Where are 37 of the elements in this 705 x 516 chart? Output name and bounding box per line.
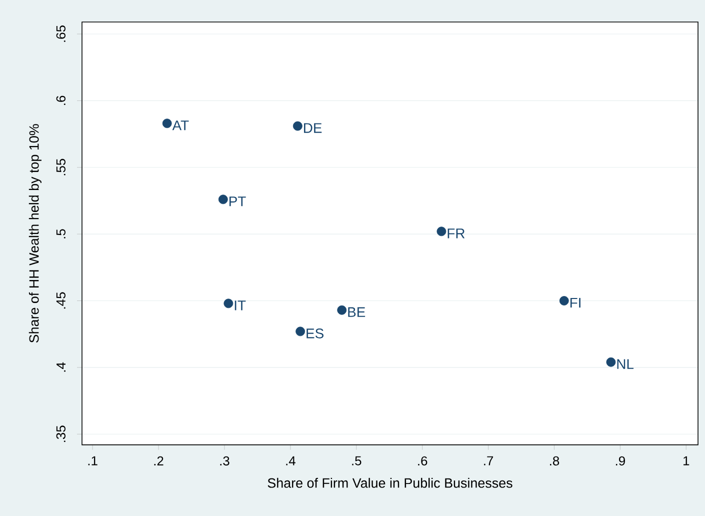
- x-tick-label: .9: [616, 456, 625, 466]
- point: [162, 118, 172, 128]
- point: [606, 357, 616, 367]
- annotation: FI: [570, 298, 580, 308]
- point: [337, 305, 347, 315]
- y-axis-title: Share of HH Wealth held by top 10%: [28, 124, 42, 343]
- x-tick-label: .4: [286, 456, 296, 466]
- x-tick-label: .6: [418, 456, 428, 466]
- annotation: IT: [234, 300, 246, 310]
- annotation: BE: [348, 307, 366, 317]
- x-tick-label: 1: [684, 456, 690, 466]
- x-tick-label: .8: [550, 456, 560, 466]
- y-tick-label: .35: [56, 426, 66, 442]
- x-tick-label: .5: [352, 456, 362, 466]
- point: [224, 298, 234, 308]
- annotation: AT: [172, 120, 189, 130]
- x-tick-label: .7: [484, 456, 494, 466]
- x-axis-title: Share of Firm Value in Public Businesses: [268, 478, 512, 488]
- x-tick-label: .3: [220, 456, 230, 466]
- point: [218, 194, 228, 204]
- annotation: PT: [229, 196, 246, 206]
- annotation: FR: [448, 228, 465, 238]
- y-tick-label: .55: [56, 158, 66, 176]
- annotation: ES: [306, 328, 324, 338]
- x-tick-label: .1: [88, 456, 98, 466]
- annotation: DE: [304, 123, 322, 133]
- y-tick-label: .65: [56, 26, 66, 42]
- x-tick-label: .2: [154, 456, 164, 466]
- point: [559, 296, 569, 306]
- point: [296, 326, 306, 336]
- point: [436, 226, 446, 236]
- y-tick-label: .45: [56, 292, 66, 309]
- annotation: NL: [617, 359, 634, 369]
- y-tick-label: .6: [56, 96, 66, 105]
- y-tick-label: .4: [56, 362, 66, 372]
- y-tick-label: .5: [56, 229, 66, 238]
- point: [292, 121, 302, 131]
